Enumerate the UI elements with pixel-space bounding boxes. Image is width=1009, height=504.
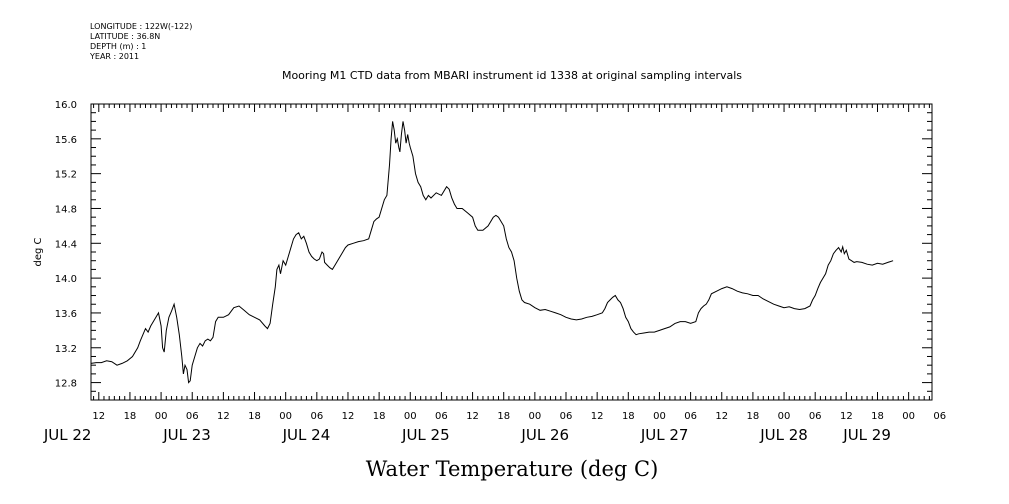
longitude-text: LONGITUDE : 122W(-122) (90, 22, 193, 31)
x-tick-label: 12 (840, 411, 853, 422)
y-tick-label: 16.0 (55, 100, 77, 111)
metadata-block: LONGITUDE : 122W(-122) LATITUDE : 36.8N … (90, 22, 192, 62)
x-tick-label: 06 (809, 411, 822, 422)
x-tick-label: 12 (92, 411, 105, 422)
x-tick-label: 12 (217, 411, 230, 422)
x-tick-label: 12 (466, 411, 479, 422)
x-tick-label: 00 (404, 411, 417, 422)
x-tick-label: 18 (871, 411, 884, 422)
labels-layer: 12.8 13.2 13.6 14.0 14.4 14.8 15.2 15.6 16.0 12 18… (43, 100, 946, 444)
y-tick-label: 15.6 (55, 135, 77, 146)
y-tick-label: 13.2 (55, 344, 77, 355)
x-tick-label: 18 (248, 411, 261, 422)
x-tick-label: 00 (279, 411, 292, 422)
y-tick-label: 15.2 (55, 170, 77, 181)
x-tick-label: 06 (435, 411, 448, 422)
date-label: JUL 28 (759, 426, 808, 444)
x-tick-label: 00 (155, 411, 168, 422)
series-layer (90, 121, 894, 384)
x-tick-label: 12 (591, 411, 604, 422)
x-tick-label: 18 (497, 411, 510, 422)
x-tick-label: 06 (310, 411, 323, 422)
date-label: JUL 24 (282, 426, 331, 444)
y-tick-label: 14.8 (55, 204, 77, 215)
x-tick-label: 06 (186, 411, 199, 422)
y-tick-label: 14.0 (55, 274, 77, 285)
x-tick-label: 12 (715, 411, 728, 422)
x-tick-label: 00 (653, 411, 666, 422)
series-line-water-temperature (90, 121, 894, 384)
date-label: JUL 22 (43, 426, 92, 444)
date-label: JUL 27 (640, 426, 689, 444)
x-tick-label: 18 (747, 411, 760, 422)
ticks-layer (91, 103, 932, 401)
x-tick-label: 06 (933, 411, 946, 422)
x-tick-label: 18 (124, 411, 137, 422)
depth-text: DEPTH (m) : 1 (90, 42, 147, 51)
y-tick-label: 12.8 (55, 379, 77, 390)
date-label: JUL 25 (401, 426, 450, 444)
x-tick-label: 00 (778, 411, 791, 422)
x-tick-label: 06 (560, 411, 573, 422)
date-label: JUL 26 (520, 426, 569, 444)
y-tick-label: 14.4 (55, 239, 77, 250)
chart-title: Mooring M1 CTD data from MBARI instrumen… (282, 69, 742, 82)
y-tick-label: 13.6 (55, 309, 77, 320)
latitude-text: LATITUDE : 36.8N (90, 32, 161, 41)
x-tick-label: 06 (684, 411, 697, 422)
y-axis-label: deg C (33, 237, 44, 266)
year-text: YEAR : 2011 (90, 52, 140, 61)
x-tick-label: 00 (902, 411, 915, 422)
x-tick-label: 18 (373, 411, 386, 422)
x-tick-label: 12 (342, 411, 355, 422)
date-label: JUL 29 (842, 426, 891, 444)
x-tick-label: 00 (528, 411, 541, 422)
date-label: JUL 23 (162, 426, 211, 444)
x-tick-label: 18 (622, 411, 635, 422)
x-axis-label: Water Temperature (deg C) (366, 457, 659, 481)
